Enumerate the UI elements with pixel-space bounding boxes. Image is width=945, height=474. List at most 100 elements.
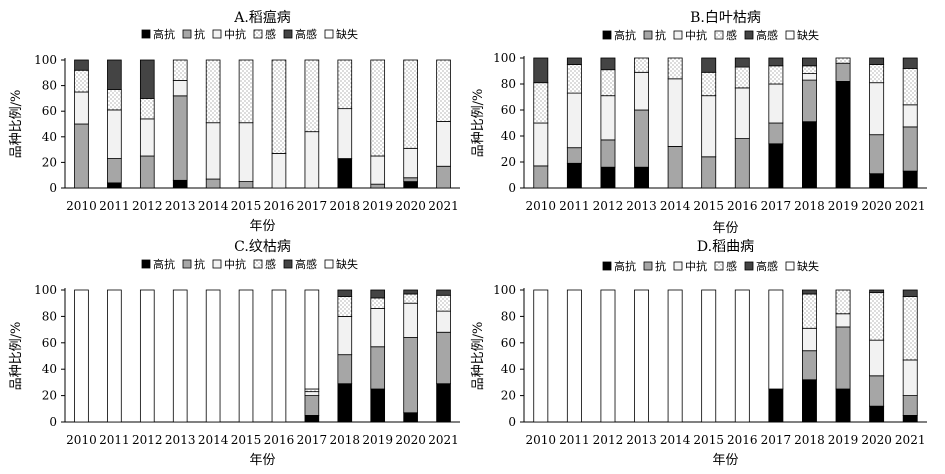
bar-segment xyxy=(337,59,353,110)
x-tick-label: 2018 xyxy=(330,433,361,447)
bar-segment xyxy=(600,166,616,189)
bar-segment xyxy=(902,296,918,361)
legend-label: 感 xyxy=(726,29,737,42)
bar-segment xyxy=(902,68,918,106)
y-tick-label: 100 xyxy=(34,283,57,297)
bar-segment xyxy=(304,289,320,390)
bar-segment xyxy=(403,147,418,179)
legend-item: 高感 xyxy=(744,259,778,273)
y-tick-label: 40 xyxy=(42,130,57,144)
legend-item: 缺失 xyxy=(785,28,819,42)
x-tick-label: 2016 xyxy=(727,199,758,213)
x-tick-label: 2012 xyxy=(593,199,624,213)
y-axis-label: 品种比例/% xyxy=(471,322,486,391)
bar-segment xyxy=(734,138,750,189)
bar-segment xyxy=(436,289,451,296)
legend-item: 感 xyxy=(714,260,737,273)
legend-swatch xyxy=(182,259,192,269)
legend-swatch xyxy=(283,29,293,39)
bar-segment xyxy=(74,59,89,71)
bar-segment xyxy=(337,158,353,189)
legend-label: 缺失 xyxy=(797,28,819,42)
x-tick-label: 2015 xyxy=(231,199,262,213)
bar-segment xyxy=(869,57,885,65)
x-tick-label: 2019 xyxy=(362,433,393,447)
bar-segment xyxy=(869,339,885,377)
y-tick-label: 0 xyxy=(508,181,516,195)
legend-item: 中抗 xyxy=(212,27,246,41)
bar-segment xyxy=(533,82,549,124)
legend-swatch xyxy=(253,29,263,39)
bar-segment xyxy=(869,64,885,84)
bar-segment xyxy=(107,158,122,184)
bar-segment xyxy=(667,57,683,80)
legend-item: 高感 xyxy=(744,28,778,42)
chart-title: C.纹枯病 xyxy=(234,239,291,255)
legend-swatch xyxy=(643,261,653,271)
legend-swatch xyxy=(141,259,151,269)
bar-segment xyxy=(238,289,254,423)
bar-segment xyxy=(172,59,188,81)
bar-segment xyxy=(701,71,717,97)
bar-segment xyxy=(337,383,353,423)
x-tick-label: 2012 xyxy=(132,199,163,213)
bar-segment xyxy=(304,131,320,189)
x-tick-label: 2015 xyxy=(693,199,724,213)
y-tick-label: 0 xyxy=(49,415,57,429)
bar-segment xyxy=(734,87,750,140)
legend-label: 高感 xyxy=(756,28,778,42)
bar-segment xyxy=(403,293,418,304)
bar-segment xyxy=(172,289,188,423)
bar-segment xyxy=(74,91,89,125)
bar-segment xyxy=(205,59,221,124)
bar-segment xyxy=(835,62,851,82)
chart-panel-3: C.纹枯病高抗抗中抗感高感 缺失020406080100品种比例/%2010 201… xyxy=(9,239,460,468)
legend-label: 缺失 xyxy=(336,27,358,41)
bar-segment xyxy=(634,71,649,111)
bar-segment xyxy=(734,289,750,423)
bar-segment xyxy=(902,126,918,172)
bar-segment xyxy=(337,296,353,317)
x-tick-label: 2020 xyxy=(395,199,426,213)
bar-segment xyxy=(436,294,451,312)
legend-label: 抗 xyxy=(194,257,205,271)
bar-segment xyxy=(436,165,451,189)
bar-segment xyxy=(835,57,851,64)
bar-segment xyxy=(139,59,155,99)
legend: 高抗 抗 中抗 感 高感 缺失 xyxy=(141,27,358,41)
bar-segment xyxy=(701,57,717,73)
bar-segment xyxy=(634,289,649,423)
bar-segment xyxy=(337,108,353,159)
bar-segment xyxy=(370,59,386,157)
y-tick-label: 0 xyxy=(508,415,516,429)
bar-segment xyxy=(205,122,221,180)
y-tick-label: 80 xyxy=(501,309,516,323)
bar-segment xyxy=(139,155,155,189)
legend-label: 高抗 xyxy=(153,257,175,271)
bar-segment xyxy=(403,177,418,182)
bar-segment xyxy=(600,139,616,168)
bar-segment xyxy=(238,122,254,183)
legend-swatch xyxy=(673,261,683,271)
chart-panel-1: A.稻瘟病高抗抗中抗感高感 缺失020406080100品种比例/%2010 201… xyxy=(9,9,460,234)
bar-segment xyxy=(768,289,784,390)
legend-swatch xyxy=(744,261,754,271)
bar-segment xyxy=(667,289,683,423)
bars xyxy=(533,289,918,423)
y-tick-label: 40 xyxy=(501,129,516,143)
y-axis-label: 品种比例/% xyxy=(9,322,24,391)
x-tick-label: 2015 xyxy=(693,433,724,447)
y-tick-label: 60 xyxy=(42,104,57,118)
legend-label: 抗 xyxy=(655,28,666,42)
bar-segment xyxy=(107,289,122,423)
bar-segment xyxy=(634,57,649,73)
bar-segment xyxy=(768,57,784,67)
legend-item: 抗 xyxy=(182,27,205,41)
legend-item: 缺失 xyxy=(324,257,358,271)
bar-segment xyxy=(370,308,386,348)
bar-segment xyxy=(835,289,851,315)
legend-swatch xyxy=(785,261,795,271)
bar-segment xyxy=(205,289,221,423)
bar-segment xyxy=(835,388,851,423)
